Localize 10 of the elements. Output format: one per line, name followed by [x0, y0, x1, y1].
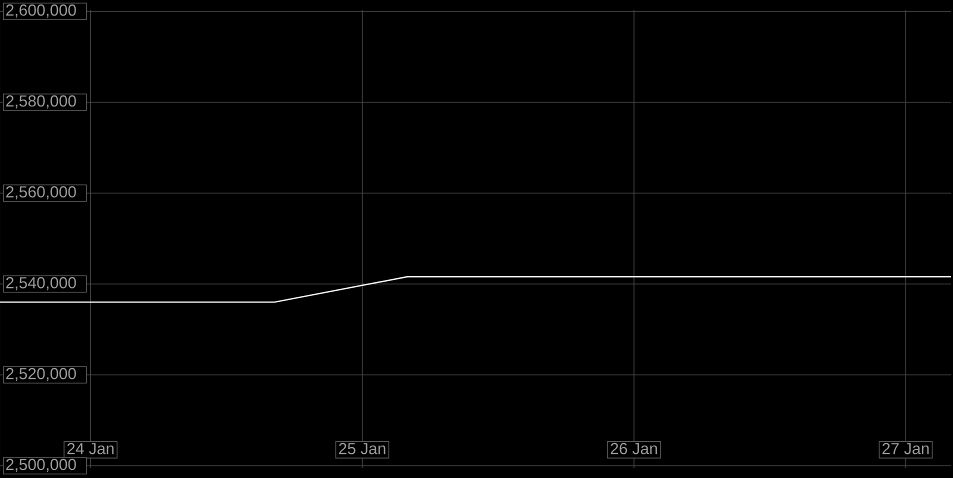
y-tick-label: 2,500,000	[6, 458, 76, 472]
x-tick-label: 27 Jan	[882, 442, 929, 454]
x-tick-label: 25 Jan	[339, 442, 386, 454]
x-tick-label: 26 Jan	[610, 442, 657, 454]
y-tick-label: 2,540,000	[6, 277, 76, 290]
x-tick-label: 24 Jan	[67, 442, 114, 454]
y-tick-label: 2,560,000	[6, 186, 76, 200]
y-tick-label: 2,580,000	[6, 95, 76, 109]
y-tick-label: 2,600,000	[6, 4, 76, 18]
y-tick-label: 2,520,000	[6, 368, 76, 382]
